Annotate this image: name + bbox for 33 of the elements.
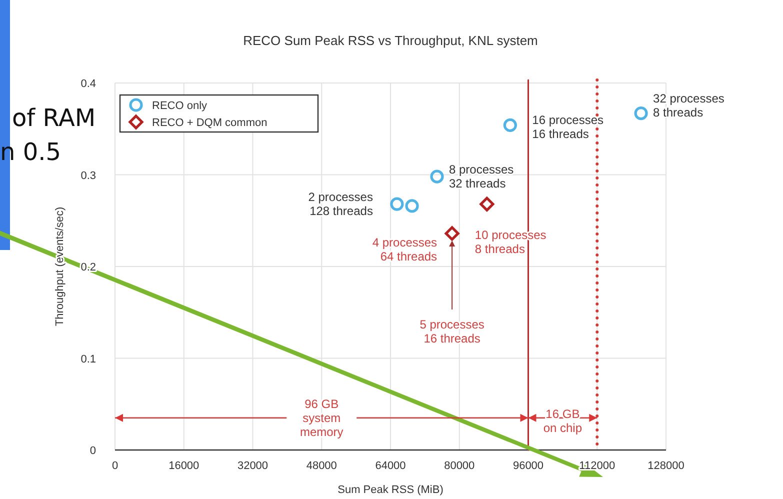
y-tick-label: 0 xyxy=(90,445,96,457)
annotation: 16 GB on chip xyxy=(543,406,582,435)
x-tick-label: 80000 xyxy=(444,460,475,472)
chart-title: RECO Sum Peak RSS vs Throughput, KNL system xyxy=(243,33,538,48)
x-tick-label: 0 xyxy=(112,460,118,472)
annotation: 2 processes 128 threads xyxy=(308,190,373,218)
y-tick-label: 0.3 xyxy=(80,170,96,182)
x-tick-label: 32000 xyxy=(237,460,268,472)
y-tick-label: 0.4 xyxy=(80,78,96,90)
point xyxy=(503,118,517,132)
point xyxy=(444,226,460,241)
annotation: 8 processes 32 threads xyxy=(448,162,514,191)
x-tick-label: 96000 xyxy=(512,460,544,472)
x-axis-title: Sum Peak RSS (MiB) xyxy=(338,484,444,496)
annotation: 4 processes 64 threads xyxy=(372,235,438,264)
point xyxy=(430,170,444,184)
annotation: 32 processes 8 threads xyxy=(653,91,724,120)
legend-label: RECO only xyxy=(152,100,208,112)
y-tick-label: 0.1 xyxy=(80,353,96,366)
text: of RAM xyxy=(12,104,96,132)
x-tick-label: 64000 xyxy=(375,460,406,472)
annotation: 16 processes 16 threads xyxy=(532,113,604,142)
legend-label: RECO + DQM common xyxy=(152,117,268,129)
annotation: 5 processes 16 threads xyxy=(420,317,484,346)
annotation: 96 GB system memory xyxy=(300,396,344,439)
point xyxy=(405,199,419,213)
point xyxy=(480,196,494,212)
x-tick-label: 16000 xyxy=(168,460,200,472)
y-axis-title: Throughput (events/sec) xyxy=(54,206,66,326)
x-tick-label: 48000 xyxy=(306,460,337,472)
point xyxy=(634,106,648,120)
x-tick-label: 128000 xyxy=(648,460,684,472)
point xyxy=(390,197,404,211)
